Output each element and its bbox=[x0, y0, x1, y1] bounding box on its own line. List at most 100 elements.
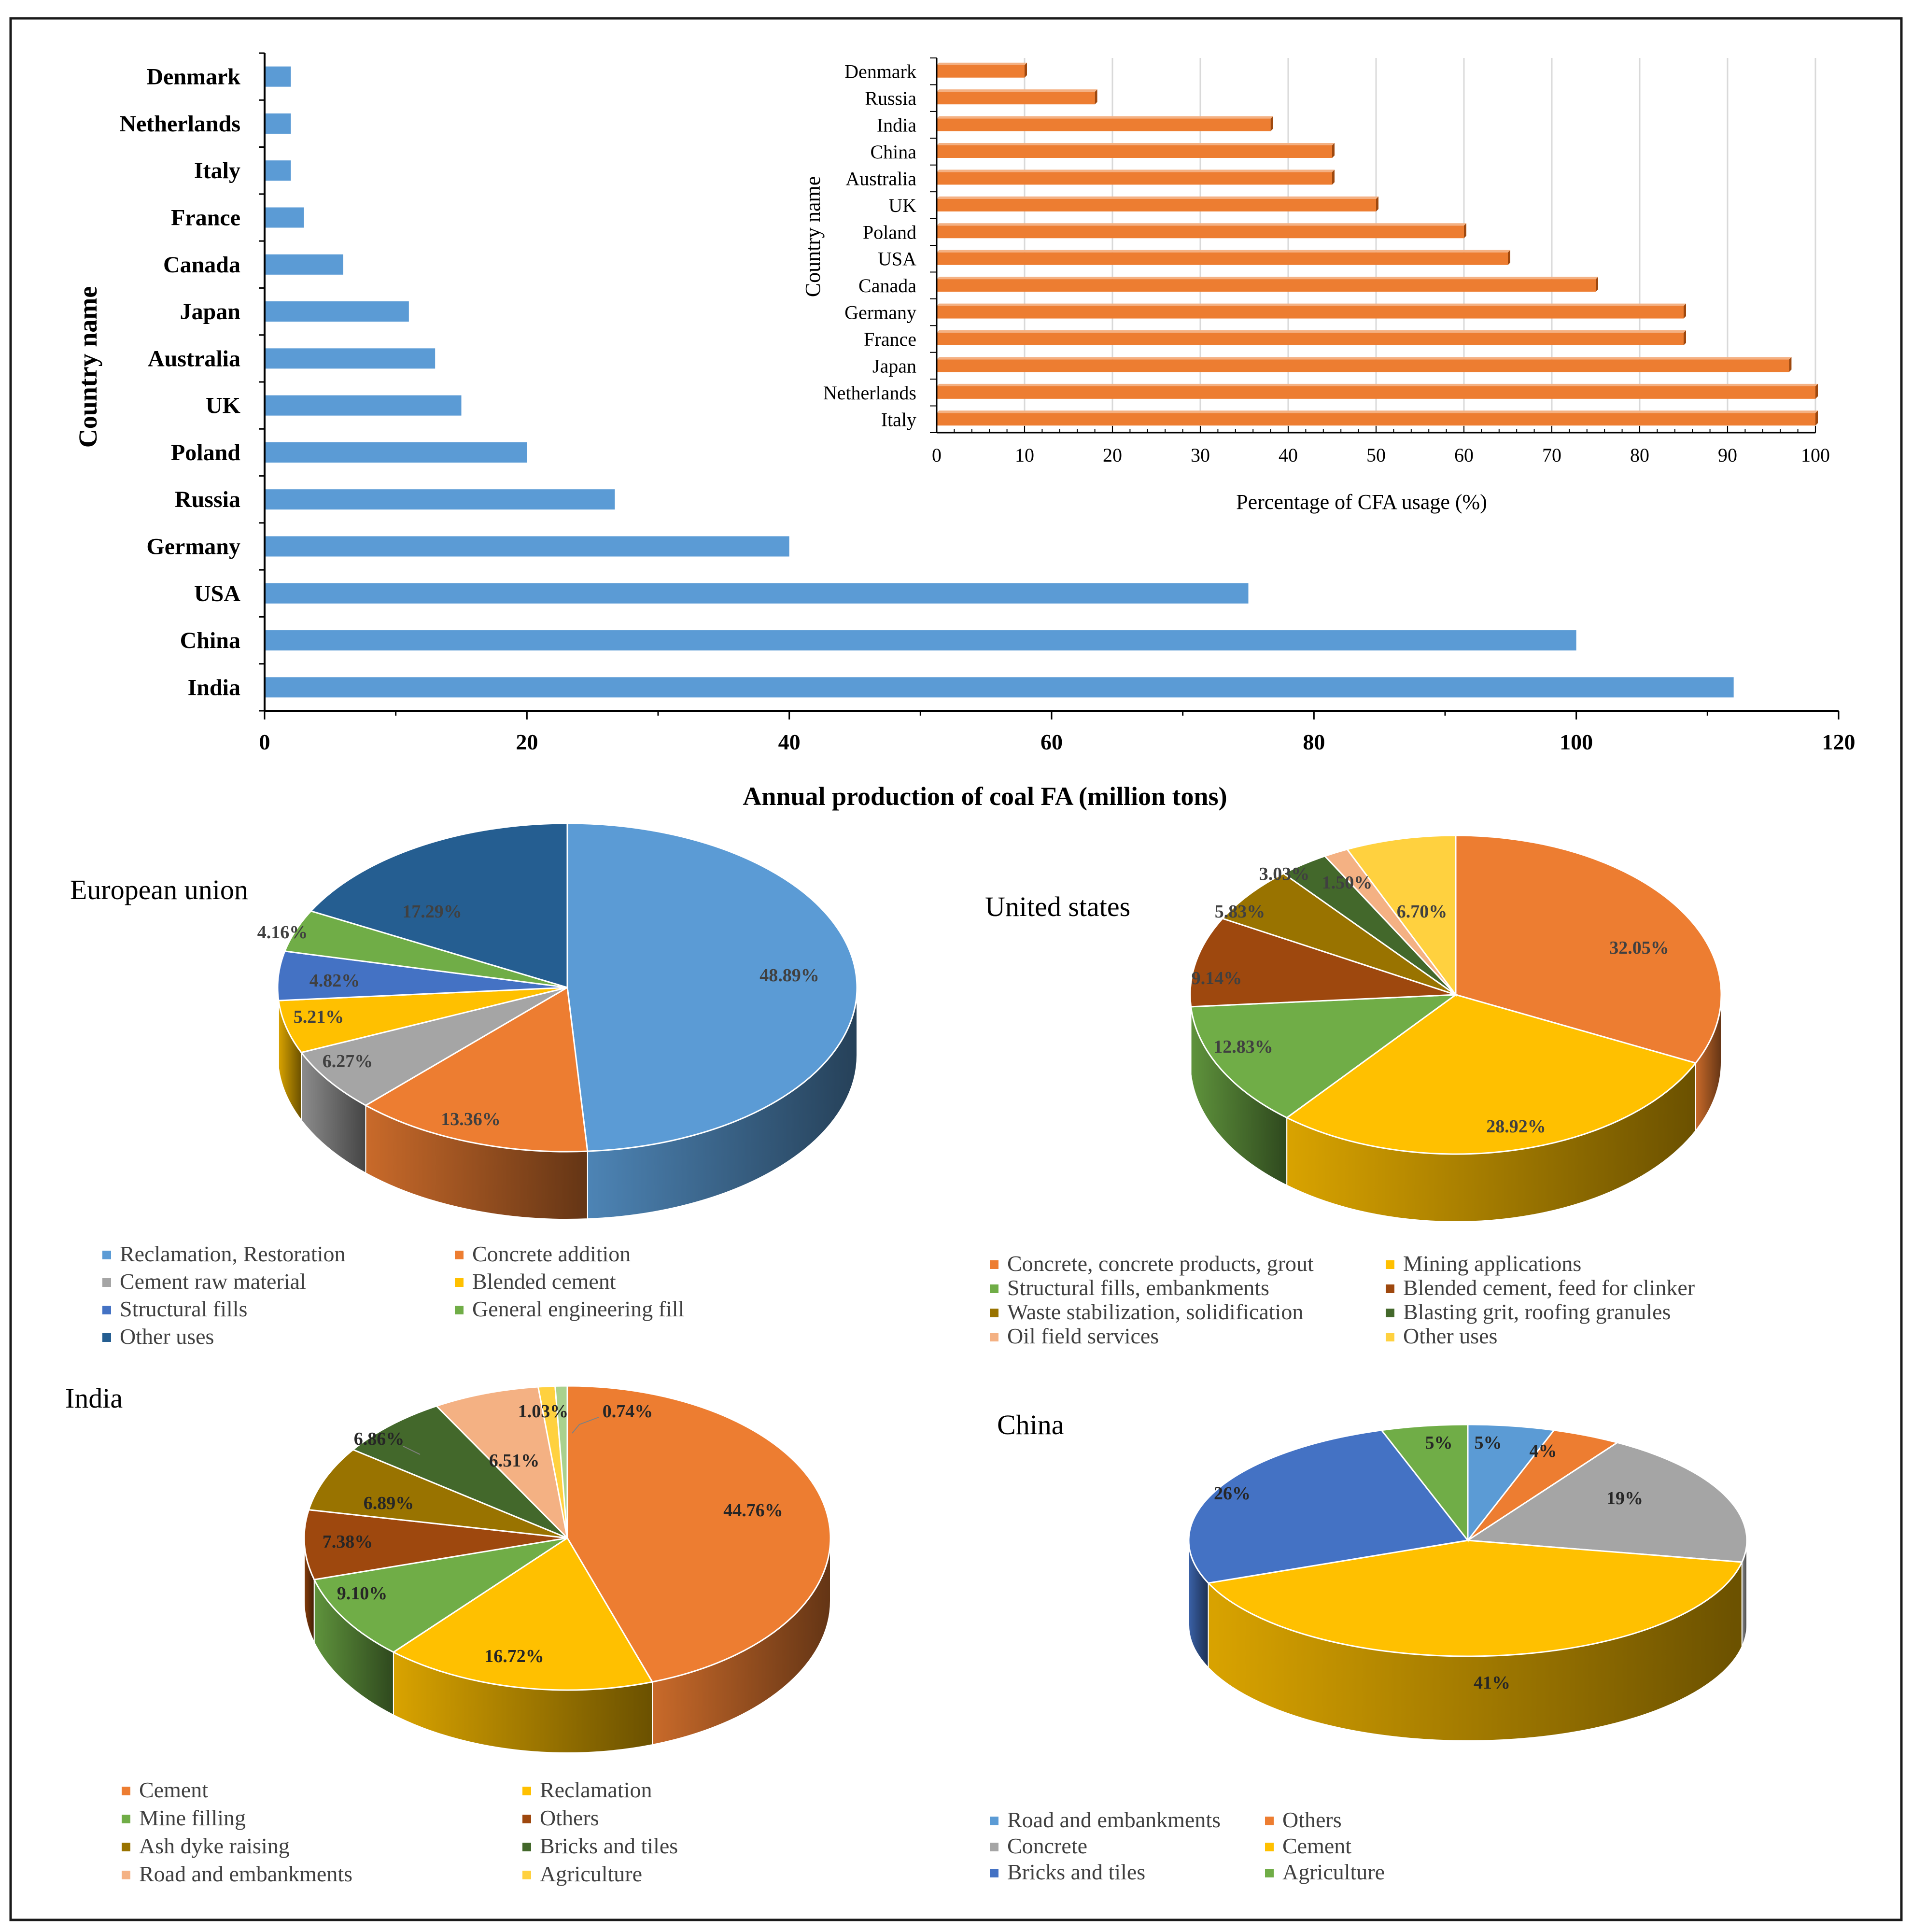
legend-label: Structural fills, embankments bbox=[1007, 1275, 1269, 1300]
legend-label: Waste stabilization, solidification bbox=[1007, 1299, 1303, 1324]
main-x-tick-label: 20 bbox=[516, 730, 538, 754]
inset-category-label: UK bbox=[888, 195, 916, 216]
main-category-label: Japan bbox=[180, 299, 240, 324]
legend-label: Cement bbox=[139, 1777, 208, 1802]
inset-x-tick-label: 80 bbox=[1630, 444, 1649, 466]
legend-label: Concrete addition bbox=[472, 1241, 631, 1266]
legend-swatch bbox=[522, 1787, 531, 1795]
pie-slice-8 bbox=[554, 1385, 568, 1538]
inset-x-axis-title: Percentage of CFA usage (%) bbox=[1236, 490, 1487, 514]
pie-slice-0 bbox=[1467, 1424, 1556, 1543]
main-category-label: Italy bbox=[194, 158, 240, 183]
main-x-tick-label: 60 bbox=[1040, 730, 1063, 754]
inset-bar-top bbox=[937, 169, 1335, 172]
inset-bar-top bbox=[937, 277, 1598, 280]
legend-label: Reclamation bbox=[540, 1777, 652, 1802]
legend-swatch bbox=[1386, 1309, 1394, 1317]
main-x-tick-label: 0 bbox=[259, 730, 270, 754]
inset-bar-uk bbox=[937, 198, 1376, 212]
main-x-tick-label: 120 bbox=[1822, 730, 1856, 754]
inset-bar-japan bbox=[937, 359, 1789, 372]
main-bar-chart: Denmark Netherlands Italy France Canada Japan… bbox=[73, 52, 1856, 811]
main-bar-denmark bbox=[265, 66, 291, 87]
inset-bar-side bbox=[1332, 169, 1335, 185]
inset-x-tick-label: 60 bbox=[1454, 444, 1474, 466]
legend-label: Bricks and tiles bbox=[1007, 1860, 1145, 1884]
pie-slice-1 bbox=[392, 1537, 654, 1691]
pie-data-label: 26% bbox=[1214, 1483, 1251, 1504]
legend-swatch bbox=[122, 1871, 130, 1879]
pie-slice-6 bbox=[309, 822, 568, 989]
pie-title: India bbox=[65, 1382, 123, 1414]
inset-bar-top bbox=[937, 383, 1818, 386]
inset-x-tick-label: 90 bbox=[1718, 444, 1737, 466]
legend-label: Others bbox=[540, 1805, 599, 1830]
legend-swatch bbox=[122, 1815, 130, 1823]
inset-y-axis-title: Country name bbox=[801, 176, 825, 297]
inset-bar-top bbox=[937, 250, 1510, 253]
legend-label: Blasting grit, roofing granules bbox=[1403, 1299, 1671, 1324]
pie-data-label: 7.38% bbox=[323, 1532, 373, 1552]
legend-swatch bbox=[522, 1843, 531, 1851]
inset-category-label: Germany bbox=[844, 302, 916, 324]
legend-label: Ash dyke raising bbox=[139, 1833, 290, 1858]
pie-slice-0 bbox=[566, 822, 858, 1152]
inset-bar-side bbox=[1095, 89, 1097, 105]
inset-bar-australia bbox=[937, 172, 1332, 185]
inset-category-label: Russia bbox=[865, 87, 916, 109]
pie-slice-2 bbox=[1190, 994, 1458, 1119]
legend-swatch bbox=[102, 1278, 111, 1287]
main-category-label: USA bbox=[194, 581, 240, 606]
inset-bar-side bbox=[1376, 196, 1378, 212]
main-category-label: India bbox=[188, 675, 240, 700]
pie-slice-4 bbox=[277, 950, 568, 1001]
pie-title: China bbox=[997, 1409, 1064, 1440]
legend-swatch bbox=[990, 1309, 998, 1317]
inset-bar-top bbox=[937, 330, 1686, 333]
pie-data-label: 4.16% bbox=[257, 922, 308, 943]
inset-x-tick-label: 50 bbox=[1366, 444, 1386, 466]
main-x-tick-label: 100 bbox=[1560, 730, 1593, 754]
main-bar-japan bbox=[265, 301, 409, 322]
main-category-label: Russia bbox=[175, 487, 240, 512]
pie-data-label: 6.86% bbox=[354, 1429, 405, 1449]
legend-label: Road and embankments bbox=[139, 1861, 352, 1886]
pie-title: United states bbox=[985, 891, 1130, 922]
legend-label: Road and embankments bbox=[1007, 1807, 1221, 1832]
inset-bar-side bbox=[1684, 303, 1686, 319]
legend-label: Others bbox=[1282, 1807, 1342, 1832]
pie-slice-0 bbox=[1455, 834, 1722, 1064]
pie-leader-line bbox=[403, 1446, 421, 1455]
inset-bar-side bbox=[1596, 277, 1598, 292]
main-bar-italy bbox=[265, 160, 291, 181]
main-x-axis-title: Annual production of coal FA (million to… bbox=[743, 782, 1227, 811]
inset-bar-italy bbox=[937, 413, 1815, 426]
inset-bar-side bbox=[1025, 62, 1027, 78]
inset-bar-side bbox=[1508, 250, 1510, 265]
pie-data-label: 5.21% bbox=[294, 1007, 344, 1027]
pie-china: 5% 4% 19% 41% 26% 5% China Road and embankments… bbox=[990, 1409, 1748, 1884]
legend-swatch bbox=[102, 1251, 111, 1259]
inset-x-tick-label: 70 bbox=[1542, 444, 1561, 466]
pie-slice-2 bbox=[313, 1537, 568, 1653]
pie-data-label: 32.05% bbox=[1609, 938, 1669, 958]
legend-swatch bbox=[990, 1284, 998, 1293]
pie-slice-3 bbox=[303, 1509, 568, 1580]
legend-label: Blended cement bbox=[472, 1269, 616, 1294]
main-bar-france bbox=[265, 207, 304, 228]
legend-swatch bbox=[455, 1306, 464, 1314]
legend-swatch bbox=[990, 1260, 998, 1269]
legend-swatch bbox=[1386, 1260, 1394, 1269]
legend-label: Concrete bbox=[1007, 1833, 1087, 1858]
main-bar-poland bbox=[265, 442, 527, 463]
inset-x-tick-label: 20 bbox=[1103, 444, 1122, 466]
pie-data-label: 44.76% bbox=[723, 1500, 783, 1521]
pie-data-label: 28.92% bbox=[1486, 1116, 1546, 1137]
inset-bar-france bbox=[937, 333, 1684, 345]
pie-slice-3 bbox=[278, 987, 568, 1054]
inset-x-tick-label: 40 bbox=[1279, 444, 1298, 466]
pie-slice-6 bbox=[435, 1386, 569, 1540]
inset-category-label: Canada bbox=[858, 275, 916, 296]
